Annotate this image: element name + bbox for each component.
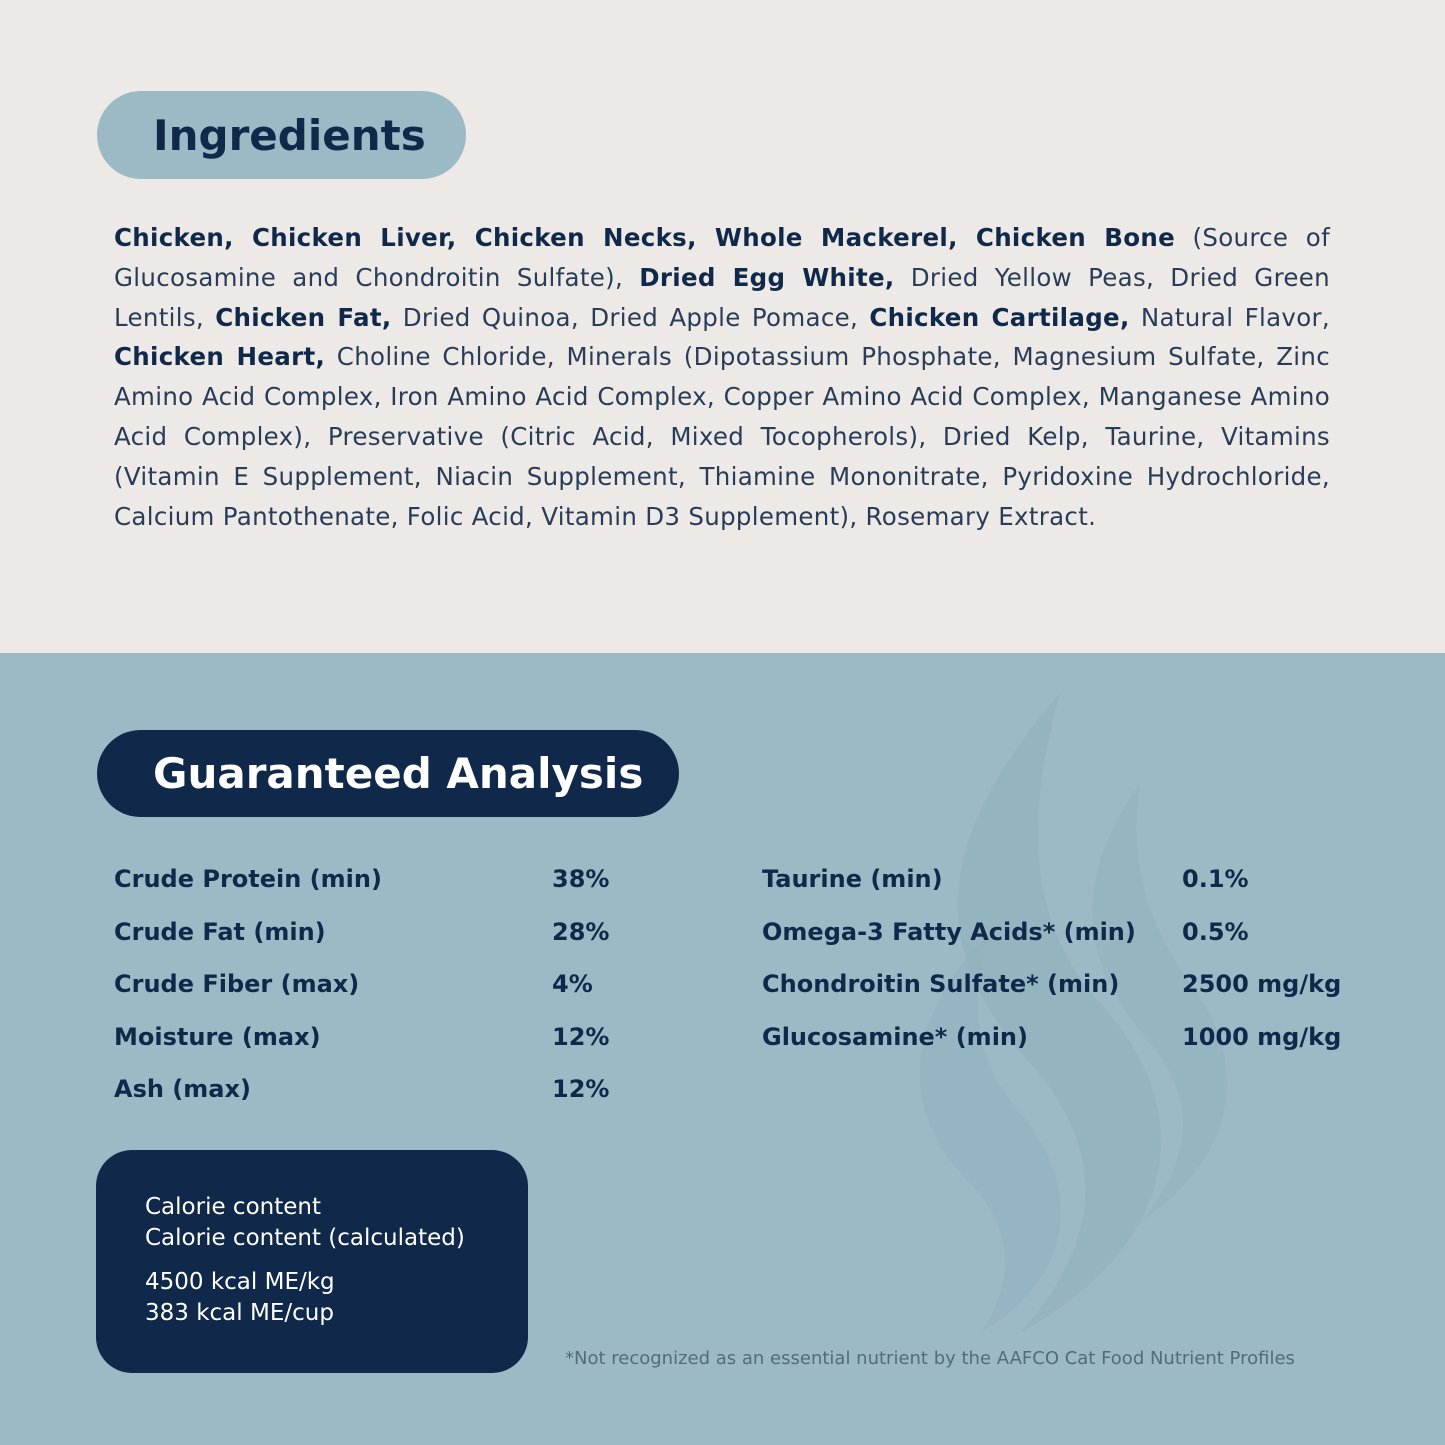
nutrient-value: 12% [552,1022,610,1051]
nutrient-value: 38% [552,865,610,893]
nutrient-value: 12% [552,1075,610,1103]
ingredients-list: Chicken, Chicken Liver, Chicken Necks, W… [114,218,1330,536]
ingredient-highlight: Chicken Heart, [114,342,326,372]
nutrient-value: 0.1% [1182,865,1249,893]
nutrient-label: Crude Protein (min) [114,865,382,893]
nutrient-value: 1000 mg/kg [1182,1022,1342,1051]
nutrient-label: Omega-3 Fatty Acids* (min) [762,917,1136,946]
nutrient-value: 28% [552,917,610,946]
calorie-per-cup: 383 kcal ME/cup [145,1300,334,1326]
ingredient-highlight: Chicken Fat, [215,302,392,332]
ingredient-highlight: Dried Egg White, [639,262,895,292]
analysis-title: Guaranteed Analysis [97,730,679,817]
ingredient-text: (Source of Glucosamine and Chondroitin S… [114,223,1330,292]
ingredient-highlight: Chicken, Chicken Liver, Chicken Necks, W… [114,223,1176,252]
nutrient-label: Chondroitin Sulfate* (min) [762,970,1120,998]
ingredient-text: Natural Flavor, [1129,302,1330,332]
nutrient-label: Taurine (min) [762,865,943,893]
ingredients-section: Ingredients Chicken, Chicken Liver, Chic… [0,0,1445,653]
calorie-label: Calorie content [145,1194,321,1220]
nutrient-label: Crude Fat (min) [114,917,326,946]
nutrient-value: 4% [552,970,593,998]
nutrient-label: Ash (max) [114,1075,251,1103]
calorie-per-kg: 4500 kcal ME/kg [145,1269,335,1295]
ingredient-text: Dried Quinoa, Dried Apple Pomace, [391,302,870,332]
ingredient-text: Dried Yellow Peas, Dried Green Lentils, [114,262,1330,332]
nutrient-label: Moisture (max) [114,1022,321,1051]
nutrient-label: Glucosamine* (min) [762,1022,1028,1051]
guaranteed-analysis-section: Guaranteed Analysis Crude Protein (min) 3… [0,653,1445,1445]
ingredients-title: Ingredients [97,91,466,179]
nutrient-value: 2500 mg/kg [1182,970,1342,998]
calorie-box: Calorie content Calorie content (calcula… [96,1150,528,1373]
ingredient-highlight: Chicken Cartilage, [869,302,1130,332]
nutrient-label: Crude Fiber (max) [114,970,360,998]
ingredient-text: Choline Chloride, Minerals (Dipotassium … [114,342,1330,531]
footnote: *Not recognized as an essential nutrient… [565,1348,1295,1369]
flame-watermark-icon [919,693,1228,1333]
calorie-calculated-label: Calorie content (calculated) [145,1225,465,1251]
nutrient-value: 0.5% [1182,917,1249,946]
